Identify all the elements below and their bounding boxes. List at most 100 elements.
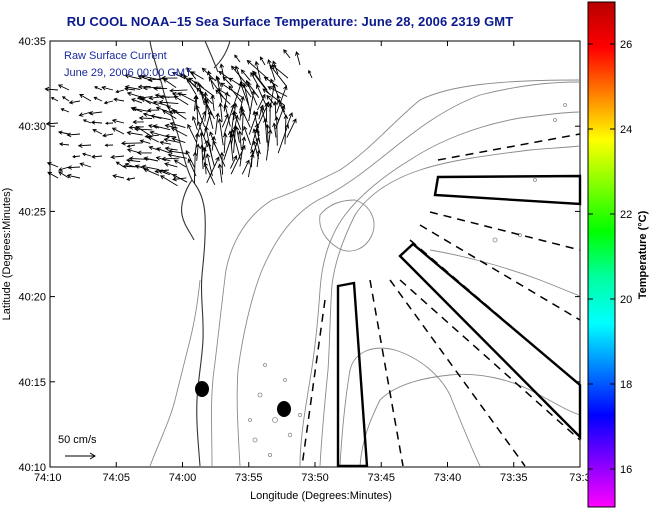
current-vector [283, 49, 291, 59]
current-vector [173, 95, 189, 106]
current-vector [220, 82, 243, 98]
current-vector [101, 85, 114, 91]
scale-arrow-head [89, 452, 96, 460]
current-vector [58, 171, 70, 179]
plot-frame [49, 40, 581, 468]
current-vector [132, 119, 144, 125]
x-tick-label: 74:10 [34, 472, 62, 484]
current-vector [183, 74, 197, 95]
current-vector [141, 164, 160, 171]
current-vector [243, 125, 252, 145]
current-vector [131, 98, 143, 104]
current-vector [210, 94, 215, 112]
current-vector [258, 104, 265, 120]
y-tick-label: 40:35 [18, 36, 46, 48]
current-vector [139, 139, 151, 144]
current-vector [242, 82, 251, 114]
current-vector [57, 130, 70, 135]
y-tick-label: 40:15 [18, 377, 46, 389]
solid-sectors [336, 174, 582, 468]
current-vector [257, 93, 266, 111]
current-vector [161, 156, 180, 162]
current-vector [222, 76, 234, 88]
y-tick-label: 40:30 [18, 121, 46, 133]
x-tick-label: 73:35 [500, 472, 528, 484]
current-vector [214, 112, 220, 135]
current-vector [148, 95, 161, 101]
y-axis-label: Latitude (Degrees:Minutes) [1, 188, 13, 321]
current-vector [267, 86, 288, 97]
current-vector [88, 110, 103, 116]
current-vector [283, 114, 289, 145]
current-vector [217, 117, 224, 146]
overlay-label-line1: Raw Surface Current [64, 50, 167, 62]
current-vector [125, 158, 141, 163]
current-vector [155, 106, 171, 114]
current-vector [295, 50, 301, 66]
current-vector [193, 81, 215, 97]
bathymetry-contours [149, 79, 581, 467]
current-vector [170, 127, 188, 137]
current-vector [47, 171, 59, 179]
current-vector [206, 142, 215, 167]
current-vector [262, 88, 286, 106]
current-vector [218, 102, 223, 122]
current-vector [277, 99, 288, 119]
colorbar-tick-label: 20 [620, 294, 632, 306]
current-vector [199, 144, 205, 170]
current-vector [272, 100, 278, 120]
current-vector [112, 174, 125, 179]
current-vector [240, 108, 251, 128]
colorbar-tick-label: 22 [620, 209, 632, 221]
current-vector [111, 127, 125, 135]
current-vector [103, 100, 114, 105]
current-vector [104, 143, 114, 147]
current-vector [158, 169, 170, 176]
current-vector [173, 159, 187, 168]
colorbar-label: Temperature (°C) [637, 210, 649, 299]
current-vector [215, 89, 231, 105]
current-vector [239, 136, 247, 167]
current-vector [78, 111, 92, 117]
current-vector [94, 86, 103, 91]
current-vector [252, 128, 261, 153]
current-vector [228, 85, 243, 103]
current-vector [206, 156, 220, 184]
x-axis-ticks: 74:10 74:05 74:00 73:55 73:50 73:45 73:40 73:35… [34, 41, 591, 484]
x-axis-label: Longitude (Degrees:Minutes) [250, 490, 392, 502]
current-vector [135, 125, 153, 137]
current-vector [203, 162, 216, 185]
x-tick-label: 74:05 [102, 472, 130, 484]
current-vector [82, 119, 92, 124]
current-vector [124, 162, 136, 168]
x-tick-label: 73:45 [367, 472, 395, 484]
current-vector [45, 121, 59, 127]
current-vector [199, 131, 204, 152]
current-vector [267, 102, 273, 135]
current-vector [110, 154, 125, 160]
current-vector [90, 120, 103, 125]
current-vector [239, 95, 245, 114]
colorbar [587, 1, 616, 508]
current-vector [274, 116, 280, 146]
current-vector [168, 109, 186, 115]
current-vector [147, 77, 168, 83]
current-vector [142, 85, 162, 91]
current-vector [265, 128, 273, 161]
overlay-label-line2: June 29, 2006 00:00 GMT [64, 67, 192, 79]
current-vector [79, 94, 92, 102]
current-vector [147, 124, 160, 129]
current-vector [169, 88, 188, 93]
current-vector [152, 124, 171, 131]
current-vector [186, 67, 197, 80]
current-vector [177, 92, 197, 103]
current-vector [272, 122, 277, 138]
current-vector [194, 132, 200, 154]
current-vector [196, 120, 207, 143]
current-vector [192, 151, 198, 184]
current-vector [196, 87, 213, 105]
current-vector [115, 161, 125, 168]
current-vector [126, 177, 136, 181]
current-vector [308, 69, 313, 79]
